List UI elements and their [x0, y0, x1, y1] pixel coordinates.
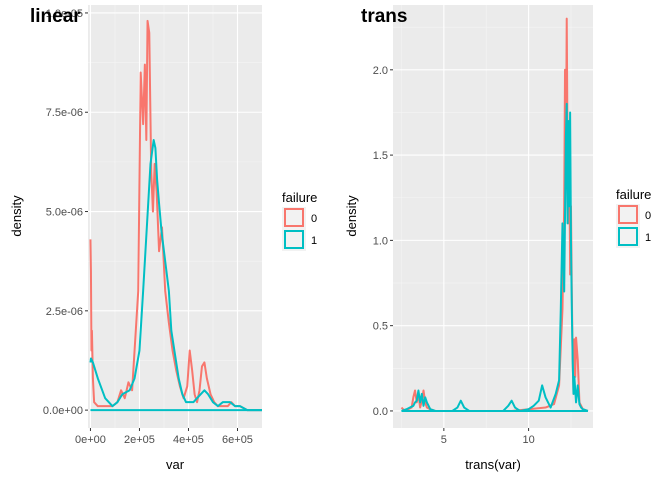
plot-title-linear: linear [30, 6, 81, 27]
y-tick-label: 1.0 [373, 235, 388, 247]
grid-trans [393, 5, 593, 428]
legend-label-0-trans: 0 [645, 210, 651, 222]
y-tick-label: 0.0 [373, 406, 388, 418]
legend-key-0-trans [618, 205, 638, 224]
panel-linear: 0e+00 2e+05 4e+05 6e+05 0.0e+00 2.5e-06 5.0e-0… [9, 5, 262, 472]
y-tick-label: 2.5e-06 [46, 306, 83, 318]
x-tick-label: 6e+05 [222, 434, 253, 446]
y-tick-label: 1.0e-05 [46, 8, 83, 20]
axes-linear: 0e+00 2e+05 4e+05 6e+05 0.0e+00 2.5e-06 5.0e-0… [43, 8, 253, 446]
plot-background-trans [393, 5, 593, 428]
legend-key-bg-0-linear [282, 207, 306, 229]
x-tick-label: 4e+05 [173, 434, 204, 446]
y-tick-label: 2.0 [373, 65, 388, 77]
legend-label-0-linear: 0 [311, 213, 317, 225]
y-tick-label: 0.0e+00 [43, 405, 83, 417]
x-tick-label: 2e+05 [124, 434, 155, 446]
y-tick-label: 7.5e-06 [46, 107, 83, 119]
plot-title-trans: trans [361, 6, 407, 27]
panel-trans: 5 10 0.0 0.5 1.0 1.5 2.0 trans trans(var) dens… [344, 5, 593, 472]
legend-linear: failure 0 1 [282, 190, 317, 251]
legend-title-trans: failure [616, 187, 651, 202]
y-axis-title-trans: density [344, 195, 359, 237]
legend-key-0-linear [284, 208, 304, 227]
legend-label-1-linear: 1 [311, 235, 317, 247]
y-axis-title-linear: density [9, 195, 24, 237]
x-tick-label: 10 [522, 434, 534, 446]
y-tick-label: 5.0e-06 [46, 207, 83, 219]
axes-trans: 5 10 0.0 0.5 1.0 1.5 2.0 [373, 65, 535, 446]
x-tick-label: 5 [441, 434, 447, 446]
x-axis-title-linear: var [166, 457, 185, 472]
y-tick-label: 0.5 [373, 321, 388, 333]
legend-key-bg-1-trans [616, 226, 640, 248]
x-axis-title-trans: trans(var) [465, 457, 521, 472]
legend-key-bg-1-linear [282, 229, 306, 251]
legend-trans: failure 0 1 [616, 187, 651, 248]
legend-label-1-trans: 1 [645, 232, 651, 244]
x-tick-label: 0e+00 [75, 434, 106, 446]
legend-key-1-linear [284, 230, 304, 249]
series-group-trans [400, 17, 589, 412]
legend-title-linear: failure [282, 190, 317, 205]
legend-key-bg-0-trans [616, 204, 640, 226]
y-tick-label: 1.5 [373, 150, 388, 162]
density-line-failure-1 [89, 139, 262, 412]
legend-key-1-trans [618, 227, 638, 246]
series-group-linear [89, 19, 262, 412]
